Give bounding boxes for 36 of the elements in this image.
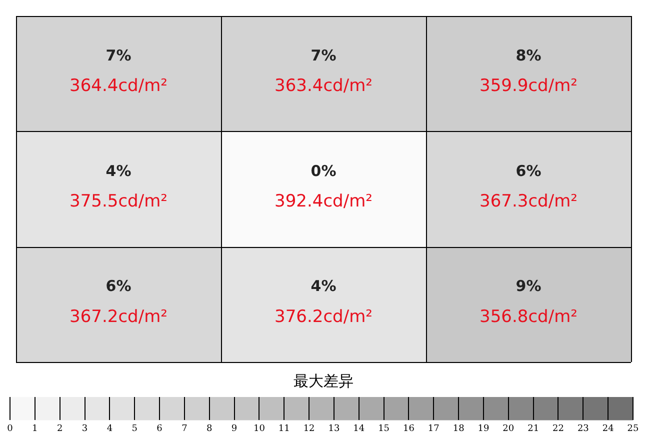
color-bar-label: 19 xyxy=(478,424,490,434)
color-bar-label: 9 xyxy=(231,424,238,434)
color-bar-label: 11 xyxy=(278,424,290,434)
color-bar-label: 25 xyxy=(627,424,639,434)
data-label: 7% 363.4cd/m² xyxy=(274,46,372,96)
color-bar-label: 18 xyxy=(452,424,465,434)
color-bar-label: 2 xyxy=(56,424,63,434)
color-bar-label: 14 xyxy=(353,424,365,434)
color-bar-label: 13 xyxy=(328,424,340,434)
color-bar-label: 4 xyxy=(106,424,113,434)
color-bar-label: 7 xyxy=(182,424,188,434)
color-bar-label: 3 xyxy=(82,424,88,434)
data-label: 4% 375.5cd/m² xyxy=(70,162,168,212)
color-bar-label: 15 xyxy=(378,424,390,434)
color-bar-label: 6 xyxy=(156,424,163,434)
data-label: 6% 367.3cd/m² xyxy=(480,162,578,212)
color-bar-label: 23 xyxy=(577,424,590,434)
data-label: 4% 376.2cd/m² xyxy=(274,277,372,327)
data-label: 6% 367.2cd/m² xyxy=(70,277,168,327)
color-bar-label: 22 xyxy=(552,424,564,434)
data-label: 8% 359.9cd/m² xyxy=(480,46,578,96)
color-bar-label: 16 xyxy=(402,424,415,434)
data-label: 0% 392.4cd/m² xyxy=(274,162,372,212)
color-bar-label: 10 xyxy=(253,424,266,434)
data-label: 7% 364.4cd/m² xyxy=(70,46,168,96)
color-bar-label: 12 xyxy=(303,424,315,434)
color-bar-label: 0 xyxy=(7,424,14,434)
color-bar-label: 24 xyxy=(602,424,614,434)
color-bar-label: 21 xyxy=(528,424,540,434)
color-bar-label: 5 xyxy=(132,424,138,434)
color-bar-label: 1 xyxy=(32,424,38,434)
color-bar-label: 17 xyxy=(428,424,440,434)
color-bar-title: 最大差异 xyxy=(292,372,354,391)
color-bar-label: 8 xyxy=(206,424,212,434)
data-label: 9% 356.8cd/m² xyxy=(480,277,578,327)
color-bar-label: 20 xyxy=(502,424,514,434)
